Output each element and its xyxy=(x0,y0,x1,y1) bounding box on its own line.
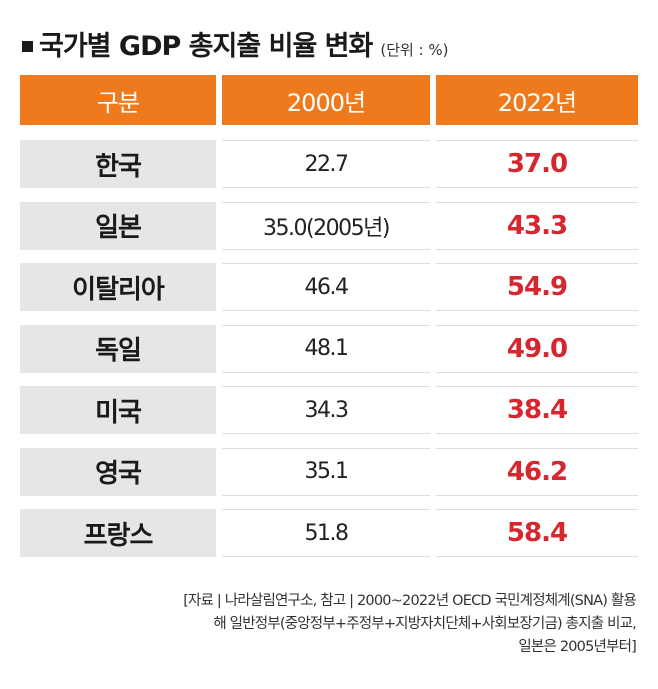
country-cell: 미국 xyxy=(20,386,216,434)
country-cell: 한국 xyxy=(20,140,216,188)
header-2022: 2022년 xyxy=(436,75,638,125)
table-row: 이탈리아 46.4 54.9 xyxy=(20,263,638,311)
value-2000-cell: 51.8 xyxy=(222,509,430,557)
value-2000-cell: 46.4 xyxy=(222,263,430,311)
table-row: 미국 34.3 38.4 xyxy=(20,386,638,434)
table-row: 일본 35.0(2005년) 43.3 xyxy=(20,201,638,250)
country-cell: 영국 xyxy=(20,447,216,496)
note-line: 해 일반정부(중앙정부+주정부+지방자치단체+사회보장기금) 총지출 비교, xyxy=(213,616,636,632)
country-cell: 이탈리아 xyxy=(20,263,216,311)
value-2022-cell: 38.4 xyxy=(436,386,638,434)
country-cell: 프랑스 xyxy=(20,509,216,557)
value-2022-cell: 58.4 xyxy=(436,509,638,557)
value-2022-cell: 37.0 xyxy=(436,140,638,188)
table-row: 독일 48.1 49.0 xyxy=(20,324,638,373)
value-2000-cell: 34.3 xyxy=(222,386,430,434)
gdp-spending-table: 구분 2000년 2022년 한국 22.7 37.0 일본 35.0(2005… xyxy=(20,75,638,571)
header-category: 구분 xyxy=(20,75,216,125)
value-2022-cell: 43.3 xyxy=(436,201,638,250)
note-line: 일본은 2005년부터] xyxy=(518,639,636,655)
square-bullet-icon xyxy=(22,41,33,52)
table-row: 프랑스 51.8 58.4 xyxy=(20,509,638,557)
country-cell: 독일 xyxy=(20,324,216,373)
value-2000-cell: 35.1 xyxy=(222,447,430,496)
value-2022-cell: 46.2 xyxy=(436,447,638,496)
table-header-row: 구분 2000년 2022년 xyxy=(20,75,638,125)
table-row: 영국 35.1 46.2 xyxy=(20,447,638,496)
unit-label: (단위 : %) xyxy=(380,41,449,59)
note-line: [자료 | 나라살림연구소, 참고 | 2000~2022년 OECD 국민계정… xyxy=(183,593,637,609)
value-2022-cell: 54.9 xyxy=(436,263,638,311)
page-title: 국가별 GDP 총지출 비율 변화 (단위 : %) xyxy=(22,24,449,64)
country-cell: 일본 xyxy=(20,201,216,250)
value-2022-cell: 49.0 xyxy=(436,324,638,373)
table-row: 한국 22.7 37.0 xyxy=(20,140,638,188)
header-2000: 2000년 xyxy=(222,75,430,125)
value-2000-cell: 35.0(2005년) xyxy=(222,201,430,250)
value-2000-cell: 22.7 xyxy=(222,140,430,188)
value-2000-cell: 48.1 xyxy=(222,324,430,373)
title-text: 국가별 GDP 총지출 비율 변화 xyxy=(39,31,373,62)
source-note: [자료 | 나라살림연구소, 참고 | 2000~2022년 OECD 국민계정… xyxy=(183,590,637,659)
